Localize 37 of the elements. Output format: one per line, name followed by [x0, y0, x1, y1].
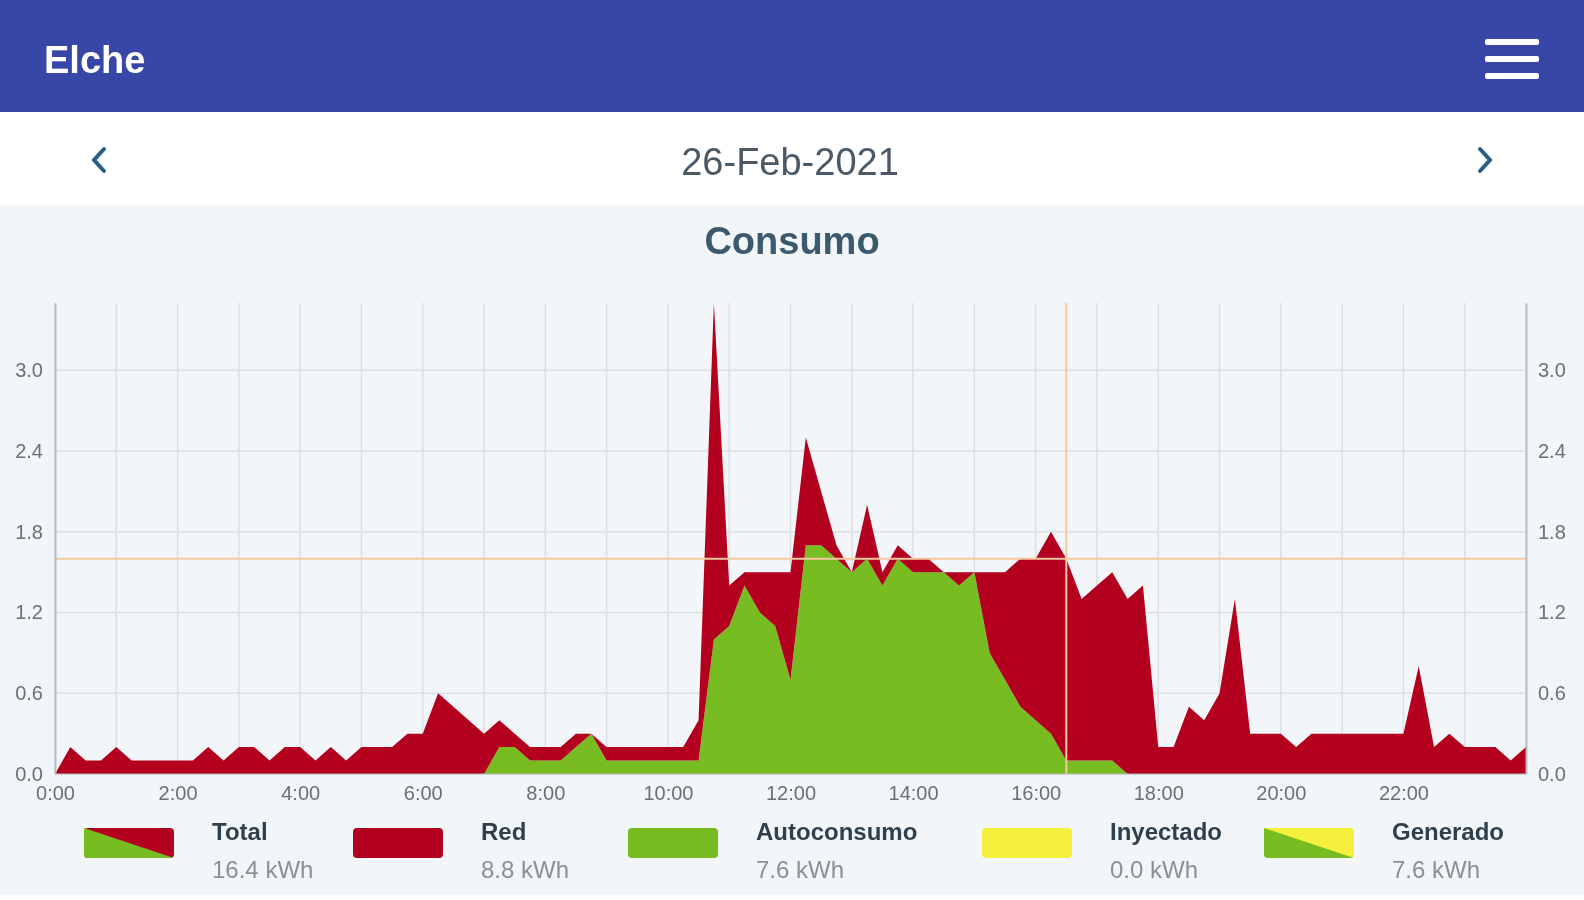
- y2-tick-label: 0.6: [1538, 682, 1566, 705]
- x-tick-label: 18:00: [1133, 782, 1184, 805]
- legend-label: Red: [481, 818, 527, 845]
- chart-subtitle: 26-Feb-2021: [681, 141, 899, 183]
- text: 8.8 kWh: [481, 856, 570, 883]
- text: Total: [212, 818, 268, 845]
- text: Inyectado: [1110, 818, 1223, 845]
- x-tick-label: 22:00: [1378, 782, 1429, 805]
- x-tick-label: 4:00: [281, 782, 321, 805]
- y2-tick-label: 0.0: [1538, 762, 1566, 785]
- text: 7.6 kWh: [756, 856, 845, 883]
- x-tick-label: 12:00: [765, 782, 817, 805]
- text: Generado: [1392, 818, 1505, 845]
- x-tick-label: 8:00: [526, 782, 566, 805]
- y-tick-label: 1.2: [15, 601, 43, 624]
- chart-title: Consumo: [704, 220, 880, 262]
- y2-tick-label: 3.0: [1538, 359, 1566, 382]
- y2-tick-label: 1.2: [1538, 601, 1566, 624]
- x-tick-label: 20:00: [1256, 782, 1307, 805]
- x-tick-label: 14:00: [888, 782, 939, 805]
- x-tick-label: 0:00: [36, 782, 75, 805]
- y-tick-label: 3.0: [15, 359, 43, 382]
- y-tick-label: 0.6: [15, 682, 43, 705]
- text: 7.6 kWh: [1392, 856, 1481, 883]
- legend-label: Autoconsumo: [756, 818, 918, 845]
- y-tick-label: 1.8: [15, 520, 43, 543]
- text: 0.0 kWh: [1110, 856, 1199, 883]
- x-tick-label: 16:00: [1011, 782, 1062, 805]
- y-tick-label: 2.4: [15, 439, 43, 462]
- y2-tick-label: 2.4: [1538, 439, 1566, 462]
- text: Elche: [44, 39, 146, 81]
- y-tick-label: 0.0: [15, 762, 43, 785]
- y2-tick-label: 1.8: [1538, 520, 1566, 543]
- text: 16.4 kWh: [212, 856, 314, 883]
- x-tick-label: 10:00: [643, 782, 694, 805]
- x-tick-label: 2:00: [158, 782, 198, 805]
- x-tick-label: 6:00: [403, 782, 443, 805]
